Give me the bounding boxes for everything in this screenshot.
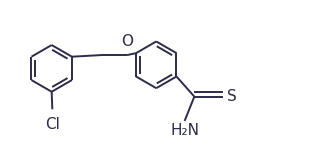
Text: Cl: Cl: [45, 117, 60, 132]
Text: O: O: [121, 34, 133, 49]
Text: S: S: [227, 89, 237, 104]
Text: H₂N: H₂N: [170, 123, 199, 138]
